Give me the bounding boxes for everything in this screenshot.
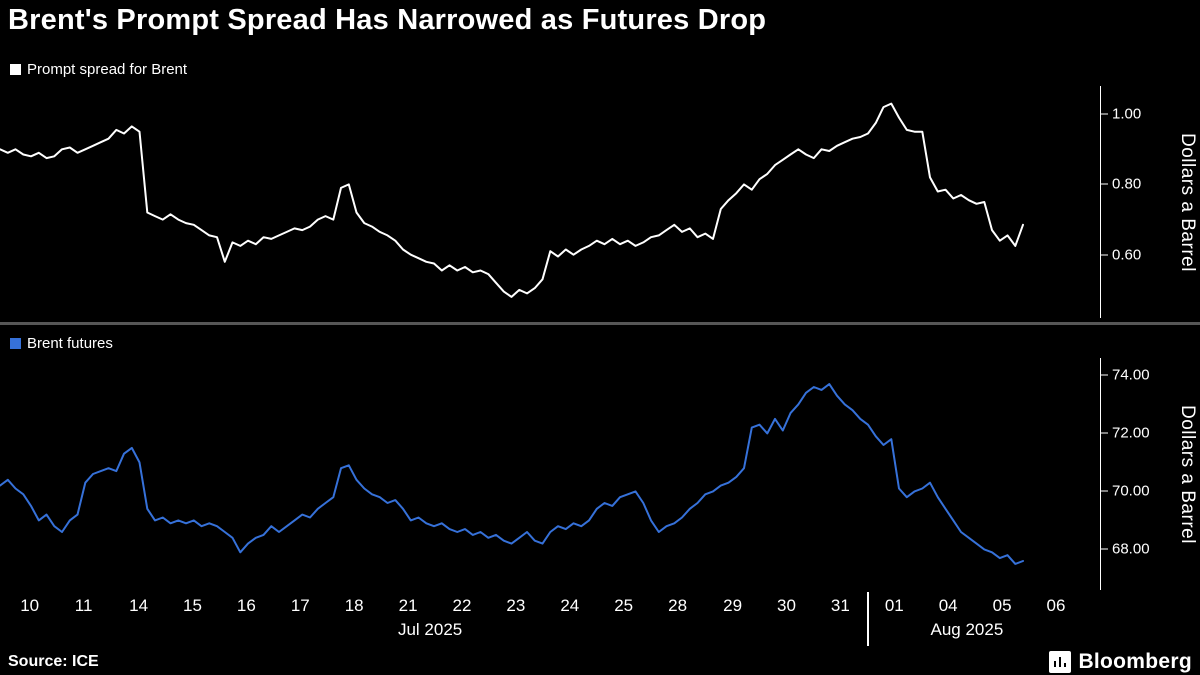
month-boundary-line: [866, 592, 869, 646]
legend-swatch-futures: [10, 338, 21, 349]
x-tick-label-15: 15: [183, 596, 202, 615]
panel-prompt-spread: 1.00 0.80 0.60 Dollars a Barrel: [0, 86, 1200, 318]
y-tick-mark: [1101, 490, 1108, 492]
y-axis-futures: 74.00 72.00 70.00 68.00: [1101, 358, 1159, 590]
x-tick-label-10: 10: [20, 596, 40, 615]
y-tick-mark: [1101, 113, 1108, 115]
legend-label-prompt-spread: Prompt spread for Brent: [27, 61, 188, 78]
x-tick-label-16: 16: [236, 596, 256, 615]
x-tick-label-18: 18: [344, 596, 364, 615]
prompt-spread-line: [0, 102, 1024, 298]
y-tick-mark: [1101, 254, 1108, 256]
panel-divider: [0, 322, 1200, 325]
x-tick-label-21: 21: [398, 596, 418, 615]
plot-area-futures: [0, 358, 1101, 590]
x-tick-label-24: 24: [560, 596, 580, 615]
x-axis: 10 11 14 15 16 17 18 21 22 23 24 25 28 29 30 31 01 04 05 06…: [0, 592, 1200, 648]
x-tick-label-04: 04: [938, 596, 958, 615]
source-label: Source: ICE: [8, 652, 99, 670]
legend-futures: Brent futures: [10, 335, 113, 352]
bloomberg-logo-text: Bloomberg: [1078, 649, 1192, 673]
plot-area-prompt-spread: [0, 86, 1101, 318]
x-tick-label-11: 11: [74, 596, 93, 615]
legend-label-futures: Brent futures: [27, 335, 113, 352]
x-tick-label-22: 22: [452, 596, 472, 615]
y-tick-mark: [1101, 374, 1108, 376]
x-tick-label-23: 23: [506, 596, 526, 615]
y-tick-mark: [1101, 183, 1108, 185]
y-tick-mark: [1101, 432, 1108, 434]
x-tick-label-14: 14: [129, 596, 149, 615]
y-axis-prompt-spread: 1.00 0.80 0.60: [1101, 86, 1159, 318]
x-tick-label-28: 28: [668, 596, 688, 615]
y-tick-label-0.60: 0.60: [1101, 246, 1141, 263]
bloomberg-logo: Bloomberg: [1049, 650, 1192, 674]
y-tick-mark: [1101, 548, 1108, 550]
bloomberg-logo-icon: [1049, 650, 1072, 673]
x-tick-label-05: 05: [992, 596, 1012, 615]
x-tick-label-06: 06: [1046, 596, 1066, 615]
x-tick-label-29: 29: [723, 596, 743, 615]
x-tick-label-01: 01: [884, 596, 904, 615]
x-tick-label-30: 30: [777, 596, 796, 615]
y-axis-title-futures: Dollars a Barrel: [1177, 404, 1198, 544]
panel-futures: 74.00 72.00 70.00 68.00 Dollars a Barrel: [0, 358, 1200, 590]
y-tick-label-68.00: 68.00: [1101, 541, 1150, 558]
x-tick-label-25: 25: [614, 596, 634, 615]
y-tick-label-72.00: 72.00: [1101, 425, 1150, 442]
y-tick-label-70.00: 70.00: [1101, 483, 1150, 500]
y-tick-label-0.80: 0.80: [1101, 176, 1141, 193]
x-month-label: Jul 2025: [397, 620, 463, 639]
futures-line: [0, 383, 1024, 565]
footer: Source: ICE Bloomberg: [0, 648, 1200, 675]
legend-swatch-prompt-spread: [10, 64, 21, 75]
y-axis-title-prompt-spread: Dollars a Barrel: [1177, 132, 1198, 272]
y-tick-label-1.00: 1.00: [1101, 106, 1141, 123]
legend-prompt-spread: Prompt spread for Brent: [10, 61, 187, 78]
x-tick-label-31: 31: [830, 596, 850, 615]
chart-title: Brent's Prompt Spread Has Narrowed as Fu…: [8, 4, 767, 36]
x-month-label: Aug 2025: [930, 620, 1004, 639]
y-tick-label-74.00: 74.00: [1101, 367, 1150, 384]
x-tick-label-17: 17: [290, 596, 310, 615]
